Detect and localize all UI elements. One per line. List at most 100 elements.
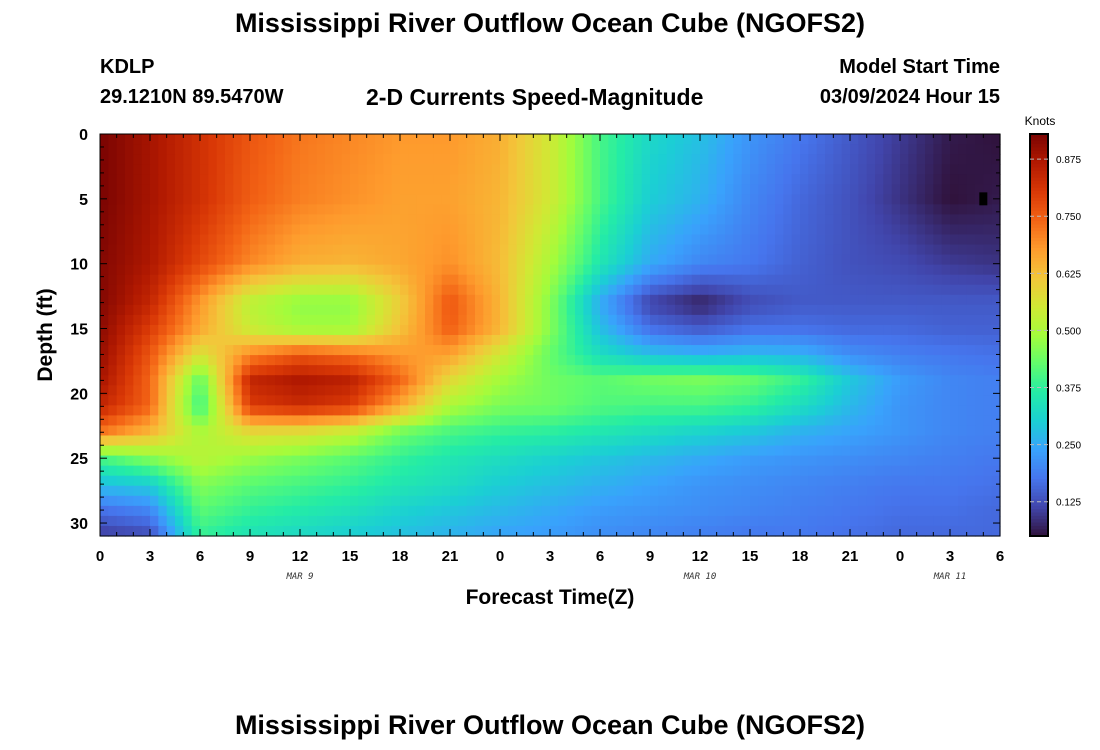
heatmap-cell [916, 495, 926, 507]
heatmap-cell [366, 445, 376, 457]
heatmap-cell [250, 525, 259, 537]
date-label: MAR 10 [683, 572, 717, 582]
heatmap-cell [558, 194, 568, 205]
heatmap-cell [891, 435, 901, 447]
heatmap-cell [166, 365, 176, 376]
heatmap-cell [175, 224, 184, 236]
heatmap-cell [333, 425, 343, 437]
heatmap-cell [216, 254, 226, 266]
heatmap-cell [933, 244, 943, 256]
colorbar-segment [1030, 221, 1048, 226]
heatmap-cell [833, 304, 843, 316]
heatmap-cell [633, 415, 643, 427]
heatmap-cell [391, 465, 401, 477]
heatmap-cell [983, 465, 993, 477]
heatmap-cell [683, 204, 693, 215]
heatmap-cell [758, 144, 768, 155]
heatmap-cell [600, 184, 609, 195]
heatmap-cell [433, 284, 443, 296]
heatmap-cell [825, 134, 834, 145]
heatmap-cell [866, 495, 876, 507]
heatmap-cell [541, 134, 551, 145]
heatmap-cell [708, 405, 718, 416]
heatmap-cell [941, 134, 951, 145]
heatmap-cell [583, 355, 593, 366]
heatmap-cell [616, 485, 626, 497]
heatmap-cell [333, 224, 343, 236]
heatmap-cell [158, 324, 168, 336]
heatmap-cell [366, 194, 376, 205]
heatmap-cell [225, 164, 234, 175]
heatmap-cell [408, 224, 418, 236]
heatmap-cell [833, 184, 843, 195]
heatmap-cell [958, 224, 968, 236]
heatmap-cell [266, 264, 276, 276]
heatmap-cell [341, 435, 351, 447]
heatmap-cell [216, 214, 226, 226]
heatmap-cell [650, 395, 659, 406]
heatmap-cell [416, 294, 426, 306]
heatmap-cell [125, 475, 134, 487]
heatmap-cell [758, 465, 768, 477]
heatmap-cell [841, 425, 851, 437]
heatmap-cell [375, 194, 384, 205]
heatmap-cell [841, 345, 851, 356]
heatmap-cell [116, 324, 126, 336]
heatmap-cell [283, 254, 293, 266]
heatmap-cell [766, 304, 776, 316]
heatmap-cell [541, 164, 551, 175]
heatmap-cell [658, 395, 668, 406]
heatmap-cell [650, 214, 659, 226]
heatmap-cell [991, 505, 1001, 517]
heatmap-cell [275, 144, 284, 155]
heatmap-cell [616, 284, 626, 296]
heatmap-cell [516, 194, 526, 205]
heatmap-cell [266, 525, 276, 537]
heatmap-cell [283, 194, 293, 205]
heatmap-cell [175, 254, 184, 266]
heatmap-cell [475, 254, 484, 266]
heatmap-cell [191, 505, 201, 517]
heatmap-cell [366, 485, 376, 497]
heatmap-cell [925, 495, 934, 507]
heatmap-cell [800, 515, 809, 527]
heatmap-cell [708, 365, 718, 376]
heatmap-cell [808, 234, 818, 246]
colorbar-segment [1030, 522, 1048, 527]
heatmap-cell [100, 174, 109, 185]
heatmap-cell [700, 365, 709, 376]
heatmap-cell [566, 314, 576, 326]
heatmap-cell [833, 194, 843, 205]
heatmap-cell [350, 515, 359, 527]
heatmap-cell [725, 314, 734, 326]
heatmap-cell [741, 415, 751, 427]
heatmap-cell [466, 405, 476, 416]
heatmap-cell [991, 485, 1001, 497]
heatmap-cell [333, 154, 343, 165]
heatmap-cell [658, 234, 668, 246]
heatmap-cell [466, 465, 476, 477]
heatmap-cell [300, 345, 309, 356]
heatmap-cell [366, 475, 376, 487]
heatmap-cell [691, 385, 701, 396]
colorbar-segment [1030, 402, 1048, 406]
heatmap-cell [183, 395, 193, 406]
heatmap-cell [558, 324, 568, 336]
heatmap-cell [250, 214, 259, 226]
heatmap-cell [675, 324, 684, 336]
heatmap-cell [591, 204, 601, 215]
heatmap-cell [300, 405, 309, 416]
heatmap-cell [541, 425, 551, 437]
x-tick-label: 15 [742, 548, 759, 565]
colorbar-segment [1030, 435, 1048, 440]
heatmap-cell [241, 495, 251, 507]
heatmap-cell [733, 395, 743, 406]
heatmap-cell [116, 234, 126, 246]
heatmap-cell [233, 204, 243, 215]
heatmap-cell [150, 415, 159, 427]
heatmap-cell [875, 355, 884, 366]
heatmap-cell [433, 415, 443, 427]
heatmap-cell [533, 184, 543, 195]
colorbar-segment [1030, 197, 1048, 202]
heatmap-cell [300, 134, 309, 145]
